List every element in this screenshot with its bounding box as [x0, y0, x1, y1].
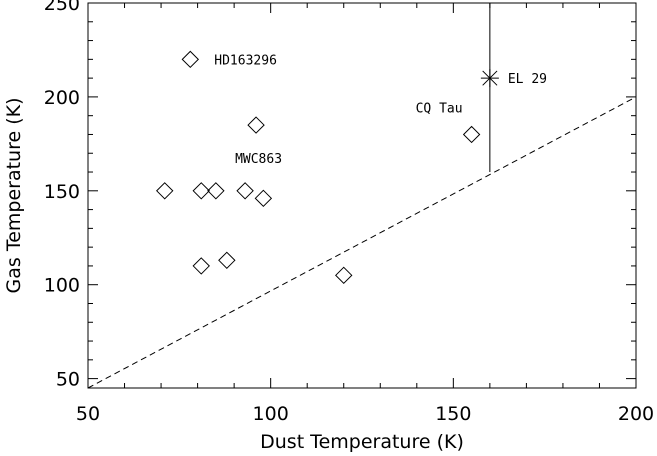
diamond-marker [156, 182, 174, 200]
y-tick-label: 200 [44, 87, 80, 109]
diamond-marker [254, 189, 273, 208]
diamond-marker [218, 251, 236, 269]
plot-frame [87, 2, 637, 389]
asterisk-stroke [482, 70, 498, 86]
diamond-marker [192, 182, 210, 200]
annotation-label: MWC863 [235, 152, 282, 167]
diamond-marker [236, 182, 254, 200]
diamond-marker [181, 50, 200, 69]
asterisk-marker [480, 69, 499, 88]
diamond-marker [247, 116, 265, 134]
annotations-layer: HD163296 EL 29 CQ Tau MWC863 [214, 53, 547, 166]
diamond-marker [207, 182, 225, 200]
annotation-label: EL 29 [508, 72, 547, 87]
y-tick-label: 100 [44, 275, 80, 297]
axes-layer: 50 100 150 200 50 100 150 200 250 [44, 0, 654, 425]
diamond-marker [335, 266, 353, 285]
annotation-label: HD163296 [214, 53, 277, 68]
x-tick-label: 200 [618, 403, 654, 425]
reference-line-layer [87, 96, 637, 389]
diamond-marker [462, 125, 481, 144]
reference-line [87, 96, 637, 389]
y-axis-title: Gas Temperature (K) [3, 98, 25, 294]
x-tick-label: 100 [253, 403, 289, 425]
data-marks-layer [156, 3, 499, 285]
y-tick-label: 150 [44, 181, 80, 203]
x-axis-title: Dust Temperature (K) [260, 431, 464, 453]
y-tick-label: 250 [44, 0, 80, 15]
annotation-label: CQ Tau [416, 101, 463, 116]
x-tick-label: 150 [435, 403, 471, 425]
y-tick-label: 50 [56, 369, 80, 391]
diamond-marker [192, 257, 210, 275]
x-tick-label: 50 [76, 403, 100, 425]
